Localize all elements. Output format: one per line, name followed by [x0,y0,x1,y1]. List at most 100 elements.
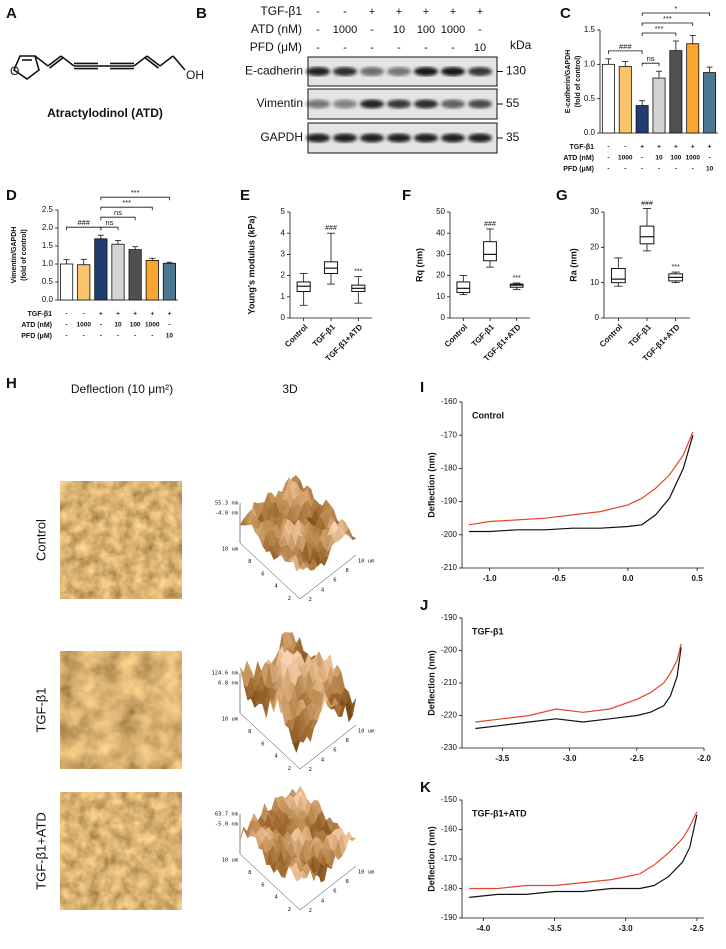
treatment-value: - [641,166,643,173]
y-tick-label: 0 [595,313,600,322]
significance-bracket [641,62,660,67]
band [441,99,465,109]
axis-label: 6 [261,571,264,577]
y-tick-label: -190 [441,913,458,922]
band [387,133,411,143]
significance-label: ns [114,208,122,217]
axis-label: 6 [333,578,336,584]
band-label: GAPDH [260,130,303,144]
y-tick-label: 2 [281,271,286,280]
panel-letter: I [420,379,424,396]
condition-label: TGF-β1 [260,4,302,18]
treatment-value: 1000 [145,322,160,329]
axis-label: 4 [321,898,325,904]
significance-label: *** [655,24,664,33]
treatment-value: 1000 [618,155,633,162]
treatment-value: - [117,333,119,340]
significance-label: *** [663,14,672,23]
band-label: E-cadherin [245,64,303,78]
y-axis-title: Vimentin/GAPDH [11,227,18,284]
band [441,67,465,76]
treatment-value: + [168,311,172,318]
significance-bracket [100,196,170,201]
y-tick-label: 20 [436,271,445,280]
row-label: TGF-β1+ATD [33,812,48,890]
y-tick-label: 1 [281,292,286,301]
y-tick-label: 20 [590,242,599,251]
treatment-value: - [151,333,153,340]
y-tick-label: -180 [441,884,458,893]
axis-label: 2 [288,907,291,913]
y-axis-title: Young's modulus (kPa) [246,216,256,315]
significance-label: ### [325,225,337,232]
panel-letter: D [6,187,17,204]
bond [34,55,49,67]
condition-value: - [424,42,428,54]
panel-letter: C [560,5,571,22]
condition-value: + [423,6,429,18]
bar [60,263,74,301]
axis-label: 6 [333,748,336,754]
surface-facet [250,813,259,822]
surface-facet [296,562,304,572]
x-tick-label: TGF-β1 [470,322,497,349]
treatment-value: - [168,322,170,329]
condition-value: 100 [417,24,435,36]
significance-bracket [66,226,102,231]
x-tick-label: TGF-β1 [311,322,338,349]
axis-label: 8 [248,729,251,735]
bar [635,105,649,134]
y-tick-label: 1.0 [584,59,596,68]
treatment-value: - [134,333,136,340]
furan-ring [13,55,40,80]
force-curve [468,431,694,526]
force-curve [468,435,694,533]
y-axis-title: (fold of control) [575,56,582,108]
axis-label: 10 um [222,858,239,864]
panel-letter: F [402,187,411,204]
row-label: TGF-β1 [33,687,48,732]
y-tick-label: 2.5 [42,205,54,214]
plot-box [239,853,357,911]
y-tick-label: 0 [441,313,446,322]
panel-letter: B [196,5,207,22]
axis-label: 8 [248,870,251,876]
band [414,133,438,143]
treatment-value: - [675,166,677,173]
y-tick-label: 1.5 [584,25,596,34]
mw-label: 35 [506,130,520,144]
axis-label: 8 [248,559,251,565]
condition-value: + [450,6,456,18]
significance-label: * [674,4,677,13]
axis-label: 6 [261,741,264,747]
y-tick-label: 0.5 [42,277,54,286]
treatment-value: - [708,155,710,162]
panel-letter: E [240,187,250,204]
x-tick-label: -3.5 [495,754,509,763]
bar [94,238,108,301]
force-curve [469,811,698,890]
axis-label: 10 um [358,869,375,875]
surface-facet [296,870,304,882]
afm-image [60,792,182,910]
y-tick-label: -160 [441,825,458,834]
y-tick-label: -210 [441,678,458,687]
bond [60,55,75,67]
significance-label: *** [131,188,140,197]
axis-label: 2 [288,596,291,602]
significance-bracket [608,50,643,54]
y-axis-title: E-cadherin/GAPDH [565,50,572,113]
band [306,99,330,109]
treatment-label: TGF-β1 [570,144,595,151]
significance-label: ### [484,221,496,228]
bond [146,55,161,67]
x-tick-label: 0.0 [622,574,634,583]
axis-label: 2 [309,767,312,773]
treatment-value: - [607,155,609,162]
treatment-label: PFD (μM) [563,166,594,173]
y-tick-label: 50 [436,207,445,216]
x-tick-label: Control [598,323,624,349]
y-axis-title: Deflection (nm) [426,650,436,716]
condition-value: - [343,42,347,54]
axis-label: 4 [274,895,278,901]
